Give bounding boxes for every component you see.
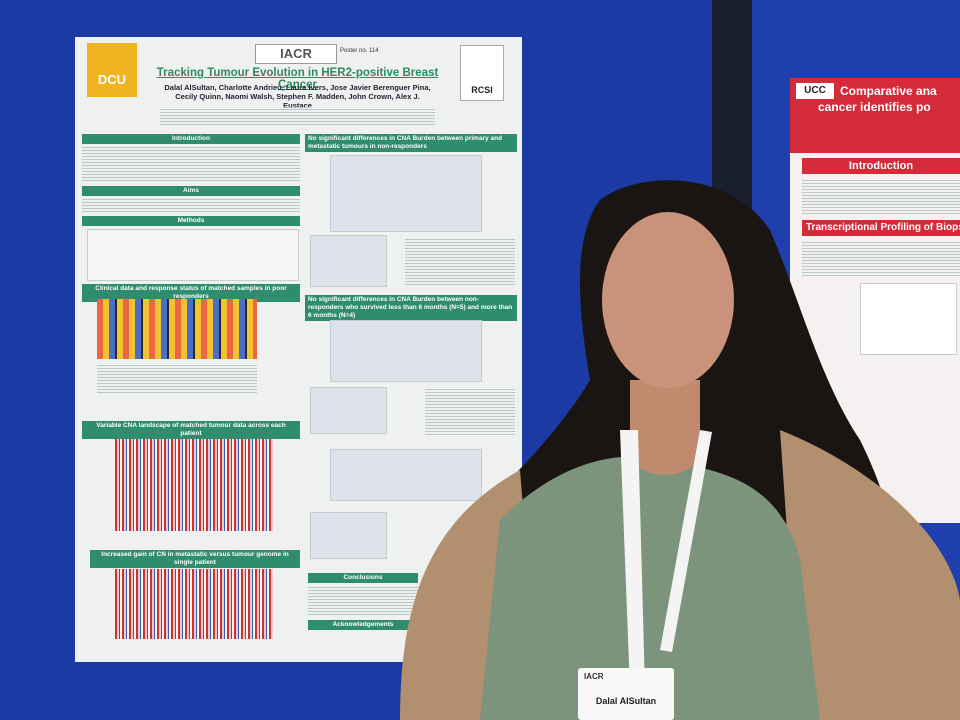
box-plot — [310, 235, 387, 287]
scatter-figure — [860, 283, 957, 355]
rcsi-logo: RCSI — [460, 45, 504, 101]
poster-number: Poster no. 114 — [340, 48, 379, 54]
top — [480, 456, 820, 720]
text-block — [82, 197, 300, 213]
section-heading: Introduction — [82, 134, 300, 144]
section-heading: Increased gain of CN in metastatic versu… — [90, 550, 300, 568]
text-block — [308, 585, 418, 615]
ucc-logo: UCC — [796, 83, 834, 99]
badge: IACR Dalal AlSultan — [578, 668, 674, 720]
iacr-logo: IACR — [255, 44, 337, 64]
section-heading: Aims — [82, 186, 300, 196]
box-plot — [310, 387, 387, 434]
side-title: Comparative ana — [840, 84, 937, 98]
affiliations — [160, 107, 435, 125]
heatmap — [115, 569, 273, 639]
text-block — [82, 145, 300, 183]
section-heading: Acknowledgements — [308, 620, 418, 630]
box-plot — [330, 449, 482, 501]
cardigan-right — [780, 430, 960, 720]
text-block — [802, 178, 960, 216]
methods-figure — [87, 229, 299, 281]
heatmap — [115, 439, 273, 531]
poster-authors: Dalal AlSultan, Charlotte Andrieu, Laura… — [164, 83, 431, 110]
caption — [425, 387, 515, 435]
neck — [630, 380, 700, 475]
text-block — [802, 240, 960, 278]
clinical-figure — [97, 299, 257, 359]
legend-block — [97, 363, 257, 393]
lanyard — [660, 430, 712, 652]
section-heading: Methods — [82, 216, 300, 226]
box-plot — [330, 320, 482, 382]
section-heading: Conclusions — [308, 573, 418, 583]
badge-org: IACR — [584, 672, 604, 681]
dcu-logo: DCU — [87, 43, 137, 97]
section-heading: Clinical data and response status of mat… — [82, 284, 300, 302]
box-plot — [310, 512, 387, 559]
badge-name: Dalal AlSultan — [595, 696, 657, 706]
side-heading: Introduction — [802, 158, 960, 174]
caption — [405, 237, 515, 285]
face — [602, 212, 734, 388]
lanyard — [620, 430, 645, 690]
section-heading: No significant differences in CNA Burden… — [305, 295, 517, 321]
section-heading: Variable CNA landscape of matched tumour… — [82, 421, 300, 439]
side-title: cancer identifies po — [818, 100, 931, 114]
side-heading: Transcriptional Profiling of Biops — [802, 220, 960, 236]
section-heading: No significant differences in CNA Burden… — [305, 134, 517, 152]
box-plot — [330, 155, 482, 232]
poster-title: Tracking Tumour Evolution in HER2-positi… — [156, 67, 439, 91]
